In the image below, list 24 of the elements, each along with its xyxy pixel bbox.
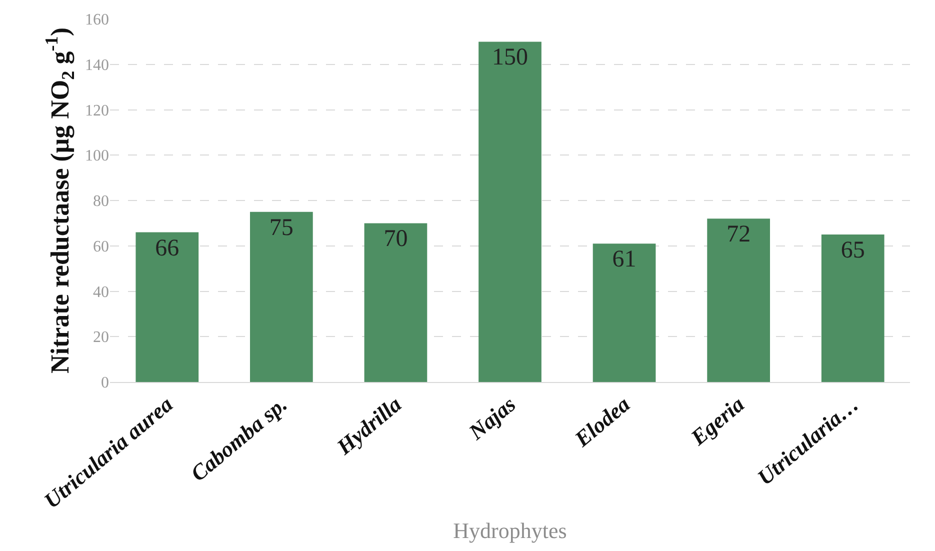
data-label: 65 bbox=[840, 238, 865, 264]
data-label: 150 bbox=[492, 44, 528, 71]
y-tick-label: 160 bbox=[85, 12, 109, 29]
x-axis-title: Hydrophytes bbox=[453, 518, 567, 544]
data-label: 66 bbox=[155, 235, 180, 262]
y-tick-label: 40 bbox=[93, 284, 109, 301]
y-tick-label: 140 bbox=[85, 56, 109, 74]
bar bbox=[707, 218, 770, 382]
data-label: 70 bbox=[384, 226, 408, 252]
y-tick-label: 80 bbox=[93, 193, 109, 210]
bar bbox=[250, 212, 313, 382]
bar bbox=[364, 223, 428, 382]
bar bbox=[821, 234, 884, 382]
y-tick-label: 0 bbox=[101, 374, 109, 392]
y-tick-label: 100 bbox=[85, 148, 109, 165]
data-label: 75 bbox=[269, 214, 294, 241]
bar bbox=[592, 244, 656, 382]
y-tick-label: 60 bbox=[93, 238, 109, 256]
y-tick-label: 120 bbox=[85, 102, 109, 120]
y-tick-label: 20 bbox=[93, 329, 109, 346]
bar bbox=[136, 232, 199, 382]
bar bbox=[478, 42, 542, 382]
data-label: 61 bbox=[612, 246, 636, 273]
data-label: 72 bbox=[726, 222, 751, 248]
